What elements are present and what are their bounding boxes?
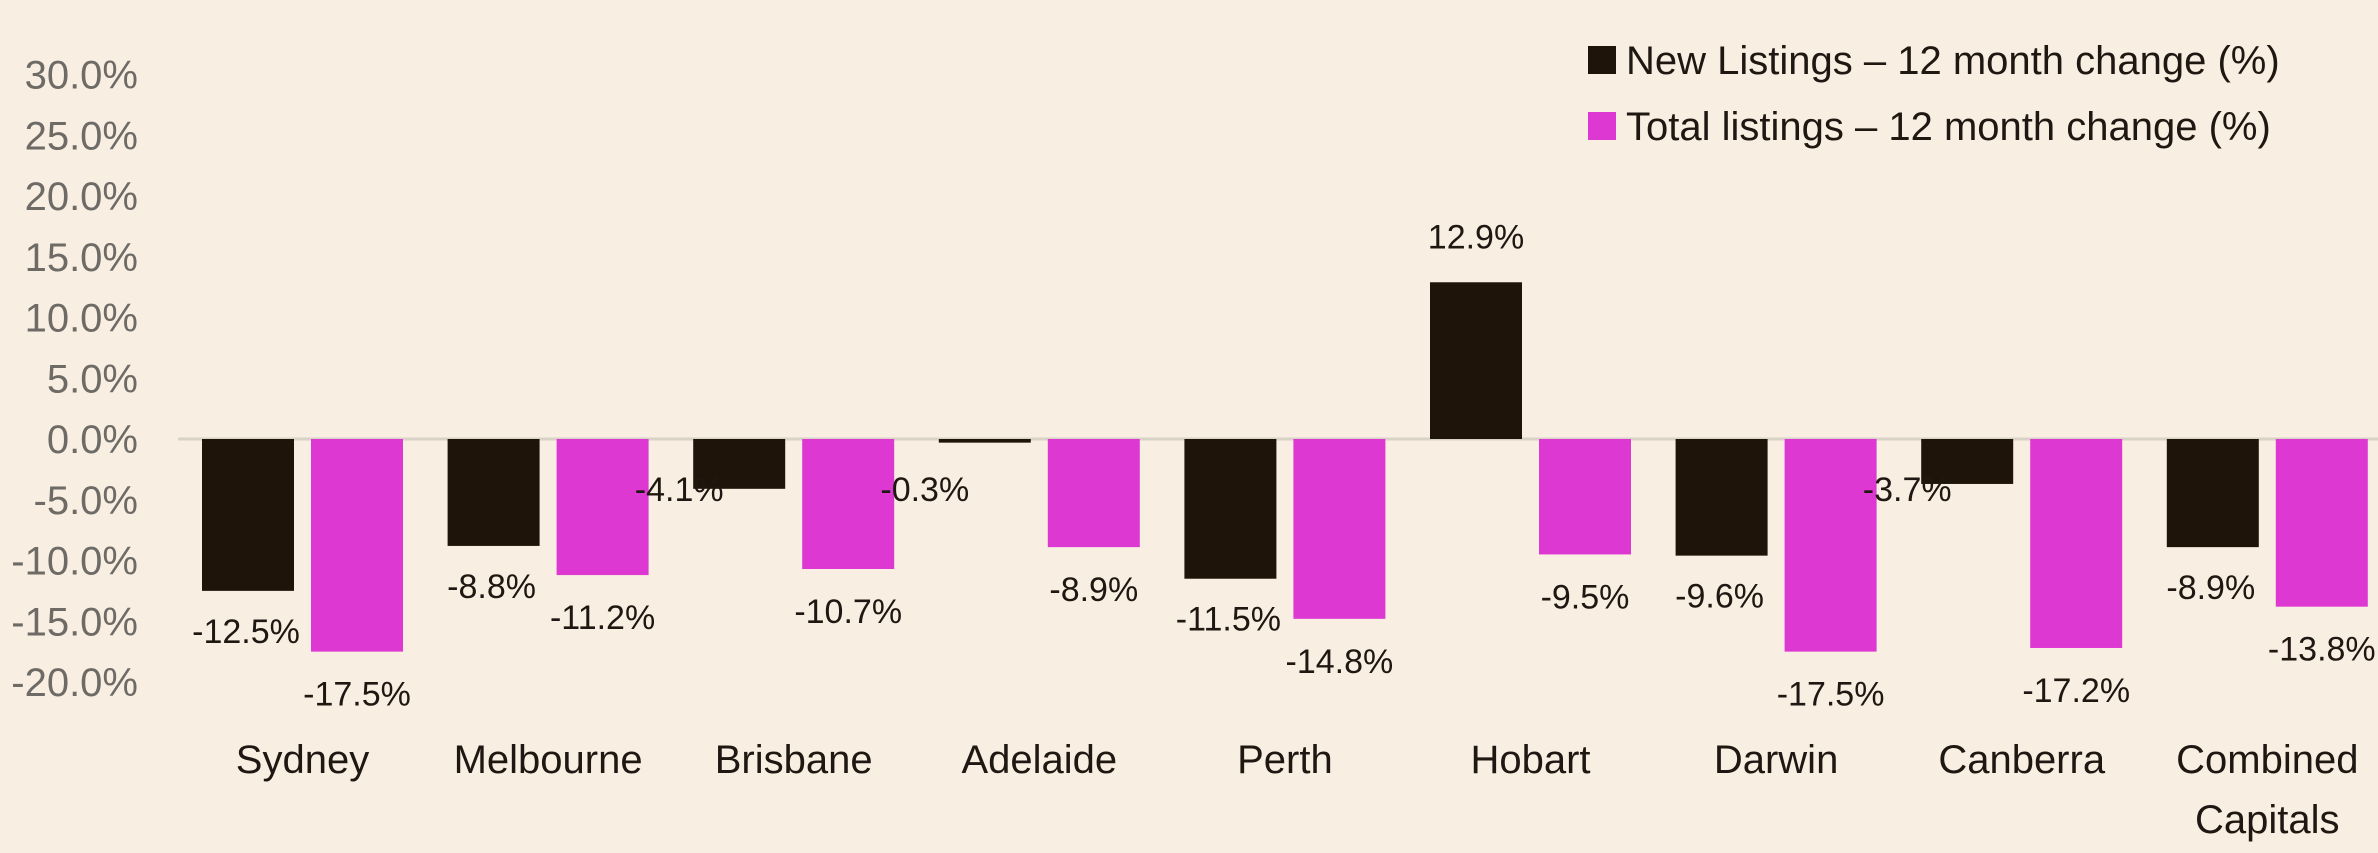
new-listings-value-label: 12.9%	[1428, 218, 1524, 256]
legend-swatch-new-listings	[1588, 46, 1616, 74]
data-labels: -12.5%-17.5%-8.8%-11.2%-4.1%-10.7%-0.3%-…	[192, 218, 2376, 713]
category-label: Combined Capitals	[2176, 738, 2358, 842]
total-listings-bar	[1539, 439, 1631, 555]
category-label: Brisbane	[715, 738, 873, 782]
total-listings-bar	[556, 439, 649, 576]
new-listings-value-label: -12.5%	[192, 613, 300, 651]
new-listings-value-label: -3.7%	[1863, 471, 1952, 509]
new-listings-value-label: -4.1%	[635, 471, 724, 509]
total-listings-bar	[311, 439, 403, 652]
total-listings-bar	[1047, 439, 1140, 548]
y-tick-label: 0.0%	[47, 418, 138, 462]
total-listings-value-label: -10.7%	[794, 593, 902, 631]
new-listings-bar	[1921, 439, 2014, 484]
category-label: Canberra	[1938, 738, 2106, 782]
total-listings-value-label: -14.8%	[1286, 643, 1394, 681]
bars	[202, 282, 2368, 652]
category-label: Melbourne	[454, 738, 643, 782]
legend-label-new-listings: New Listings – 12 month change (%)	[1626, 39, 2280, 83]
total-listings-bar	[1293, 439, 1386, 619]
new-listings-bar	[938, 439, 1031, 443]
total-listings-bar	[802, 439, 895, 570]
y-tick-label: -20.0%	[11, 661, 138, 705]
y-tick-label: -10.0%	[11, 540, 138, 584]
y-tick-label: 25.0%	[25, 114, 138, 158]
new-listings-value-label: -0.3%	[880, 471, 969, 509]
new-listings-bar	[2166, 439, 2259, 548]
new-listings-value-label: -8.9%	[2166, 569, 2255, 607]
y-tick-label: 10.0%	[25, 297, 138, 341]
y-tick-label: 5.0%	[47, 357, 138, 401]
new-listings-bar	[1184, 439, 1277, 579]
category-label: Adelaide	[961, 738, 1117, 782]
new-listings-bar	[1675, 439, 1768, 556]
new-listings-bar	[202, 439, 294, 591]
total-listings-bar	[2030, 439, 2123, 648]
total-listings-value-label: -11.2%	[550, 599, 655, 637]
y-axis: -20.0% -15.0% -10.0% -5.0% 0.0% 5.0% 10.0% 15.0…	[11, 54, 138, 706]
total-listings-value-label: -17.5%	[1777, 676, 1885, 714]
category-label: Hobart	[1470, 738, 1590, 782]
category-label: Sydney	[236, 738, 369, 782]
y-tick-label: 30.0%	[25, 54, 138, 98]
new-listings-value-label: -8.8%	[447, 568, 536, 606]
category-label: Darwin	[1714, 738, 1838, 782]
total-listings-value-label: -17.5%	[303, 676, 411, 714]
x-axis-labels: Sydney Melbourne Brisbane Adelaide Perth Hoba…	[236, 738, 2359, 842]
y-tick-label: 15.0%	[25, 236, 138, 280]
legend-label-total-listings: Total listings – 12 month change (%)	[1626, 105, 2271, 149]
new-listings-bar	[447, 439, 540, 546]
y-tick-label: -15.0%	[11, 600, 138, 644]
new-listings-value-label: -11.5%	[1176, 601, 1281, 639]
total-listings-value-label: -8.9%	[1049, 571, 1138, 609]
new-listings-bar	[1430, 282, 1522, 439]
legend-swatch-total-listings	[1588, 112, 1616, 140]
y-tick-label: 20.0%	[25, 175, 138, 219]
category-label: Perth	[1237, 738, 1333, 782]
total-listings-value-label: -13.8%	[2268, 631, 2376, 669]
total-listings-value-label: -17.2%	[2022, 672, 2130, 710]
total-listings-value-label: -9.5%	[1541, 578, 1630, 616]
y-tick-label: -5.0%	[34, 479, 139, 523]
total-listings-bar	[2275, 439, 2368, 607]
total-listings-bar	[1784, 439, 1877, 652]
legend: New Listings – 12 month change (%) Total …	[1588, 39, 2280, 149]
new-listings-value-label: -9.6%	[1675, 578, 1764, 616]
new-listings-bar	[693, 439, 786, 489]
